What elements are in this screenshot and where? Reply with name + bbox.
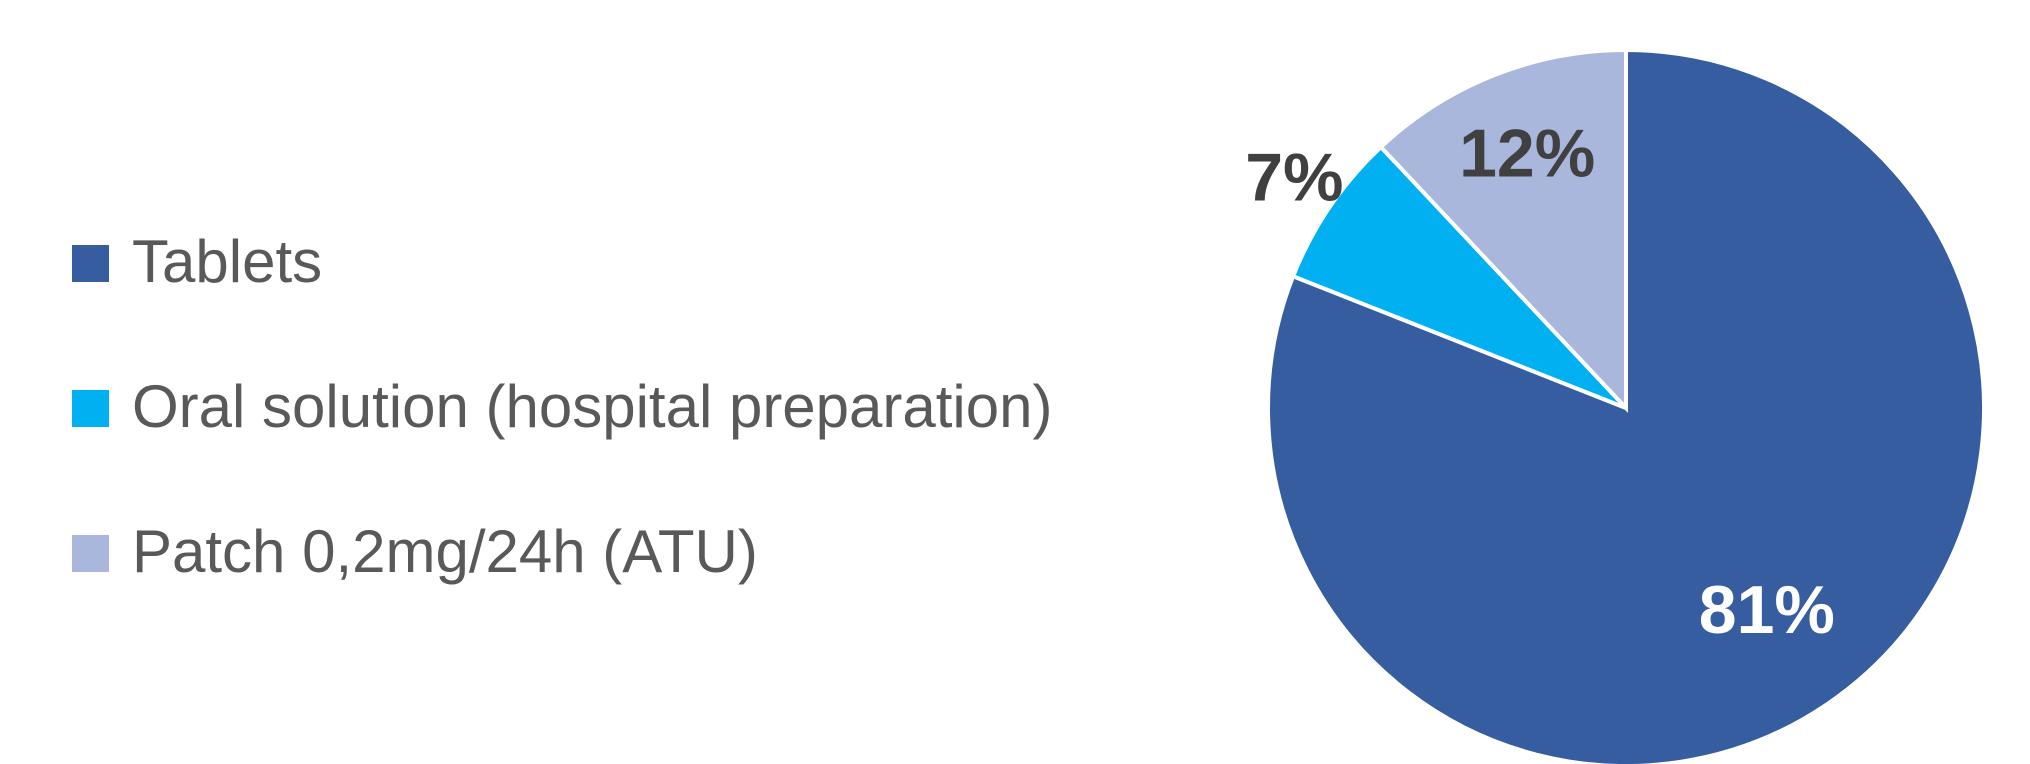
legend-swatch <box>72 390 109 427</box>
slice-label: 81% <box>1699 572 1835 648</box>
legend-label: Tablets <box>132 228 322 295</box>
pie-slice <box>1290 144 1628 410</box>
legend-swatch <box>72 535 109 572</box>
legend-label: Oral solution (hospital preparation) <box>132 373 1052 440</box>
pie-slice <box>1378 47 1628 414</box>
slice-label: 7% <box>1245 140 1343 216</box>
legend-label: Patch 0,2mg/24h (ATU) <box>132 518 758 585</box>
legend-swatch <box>72 245 109 282</box>
slice-label: 12% <box>1459 115 1595 191</box>
